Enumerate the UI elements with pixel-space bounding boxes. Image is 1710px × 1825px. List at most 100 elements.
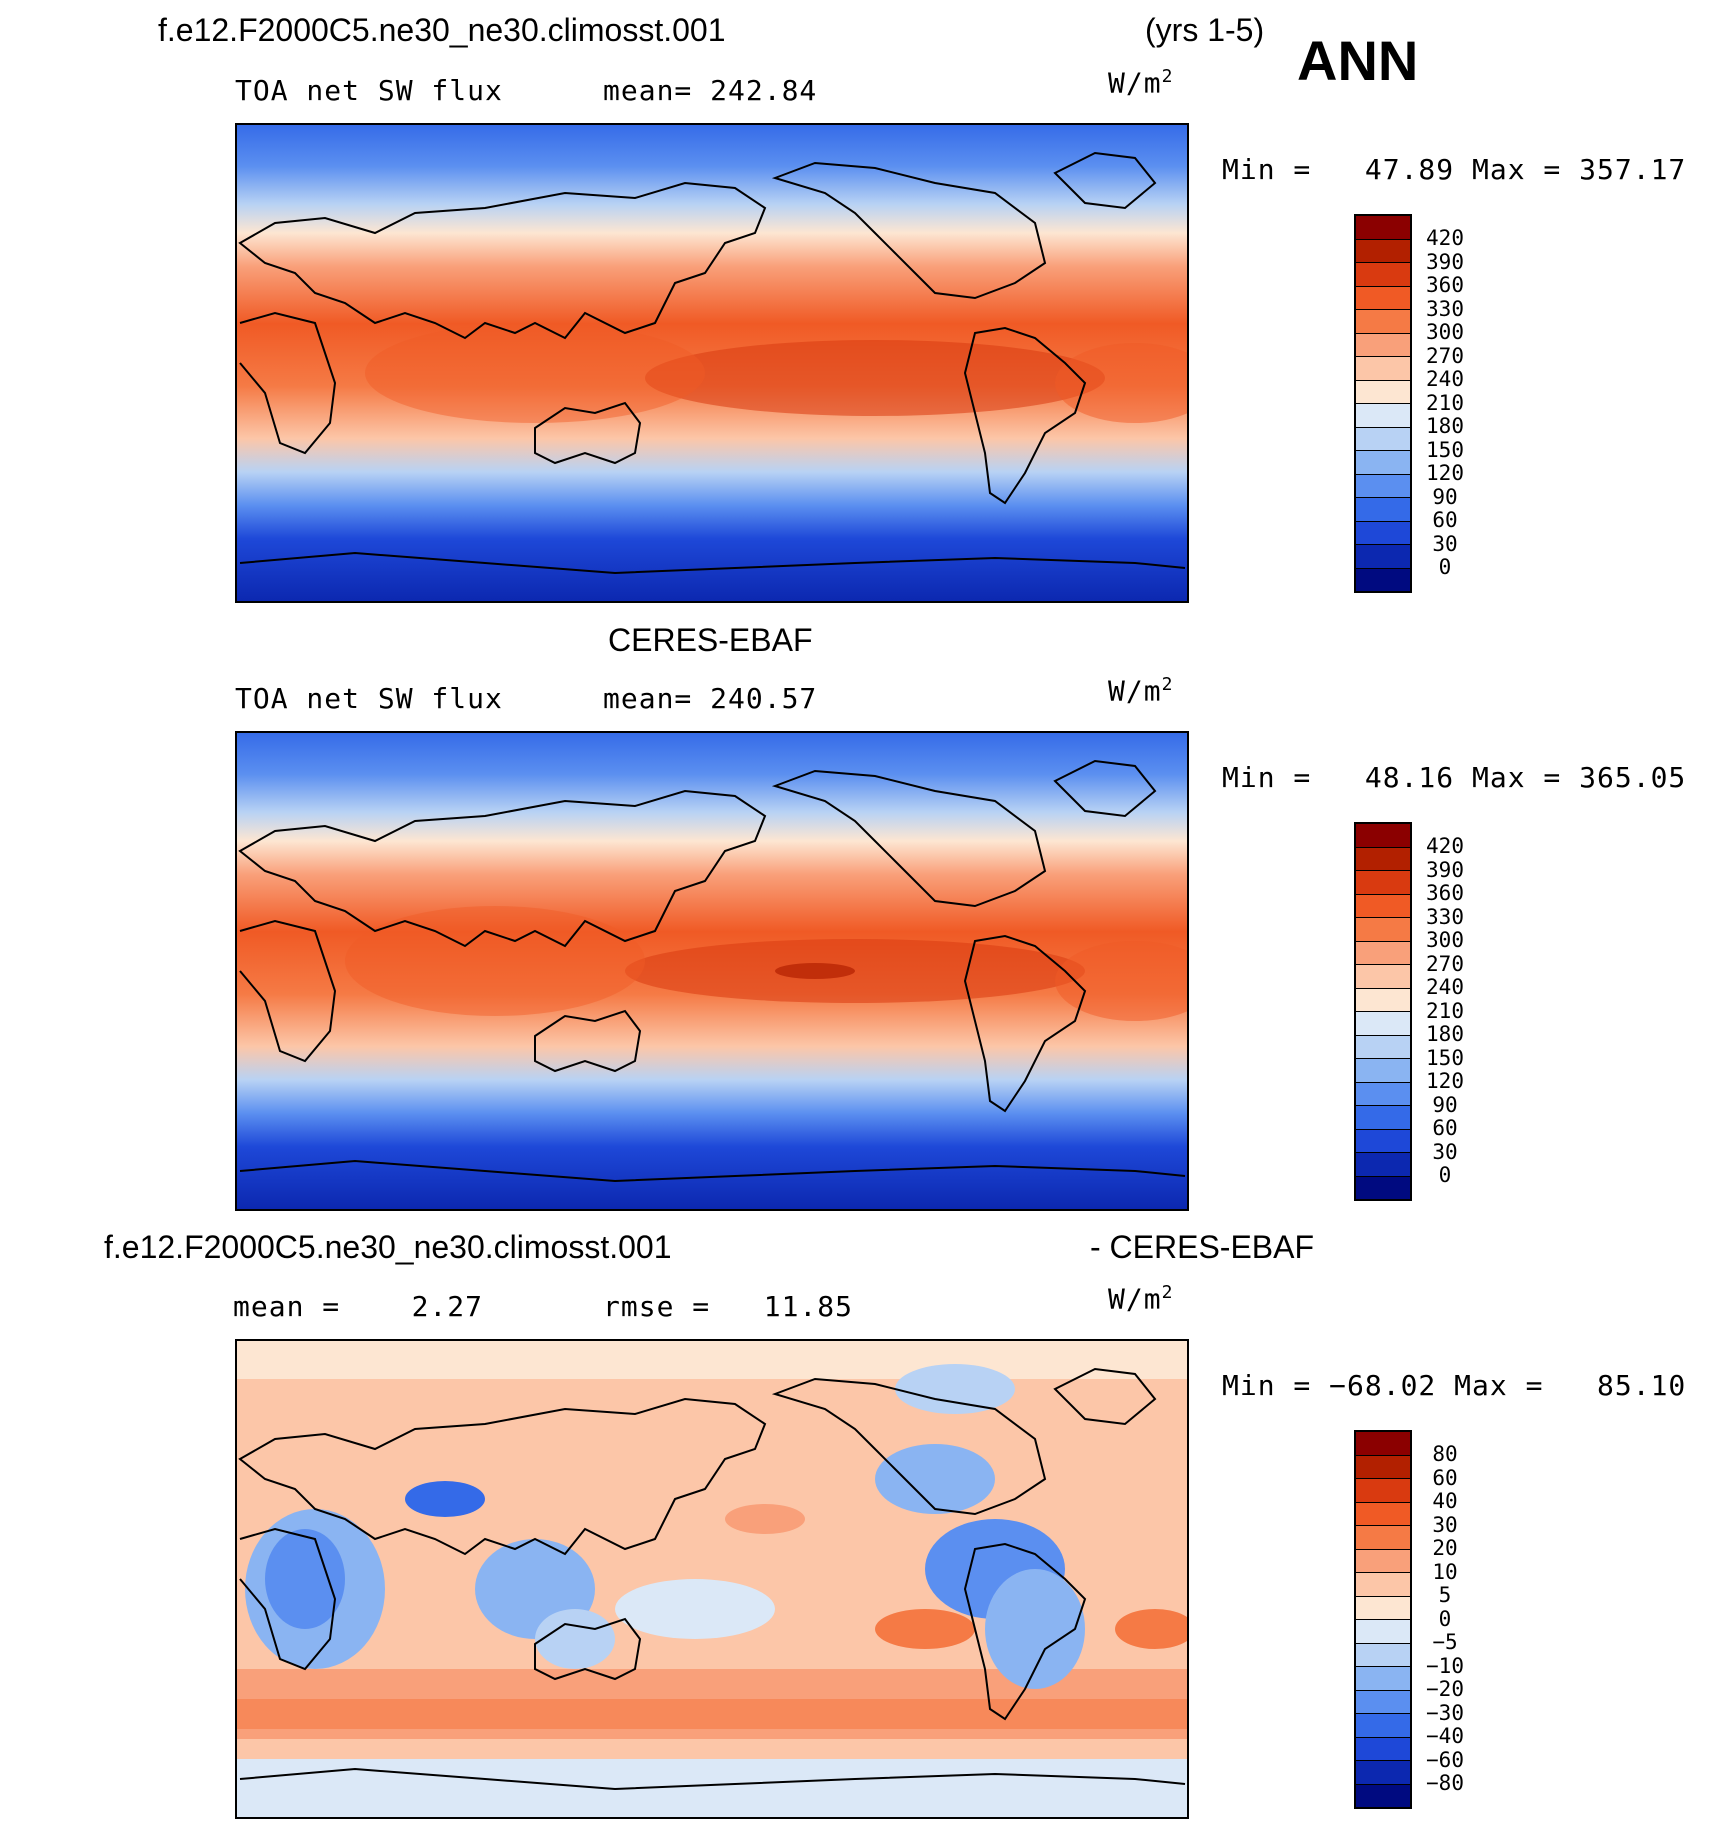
colorbar-tick-label: 5 <box>1438 1583 1452 1607</box>
panel3-colorbar <box>1354 1430 1412 1809</box>
colorbar-tick-label: −5 <box>1432 1630 1458 1654</box>
panel3-rmse: rmse = 11.85 <box>603 1290 854 1323</box>
panel2-variable: TOA net SW flux <box>235 682 503 715</box>
colorbar-swatch <box>1354 1176 1412 1201</box>
colorbar-tick-label: 360 <box>1426 273 1464 297</box>
colorbar-tick-label: 270 <box>1426 951 1464 976</box>
colorbar-swatch <box>1354 871 1412 895</box>
panel3-title-left: f.e12.F2000C5.ne30_ne30.climosst.001 <box>104 1229 672 1265</box>
colorbar-tick-label: 240 <box>1426 975 1464 999</box>
panel2-map <box>235 731 1187 1209</box>
colorbar-swatch <box>1354 1129 1412 1153</box>
colorbar-tick-label: 270 <box>1426 343 1464 368</box>
panel3-units: W/m2 <box>1108 1282 1174 1316</box>
colorbar-swatch <box>1354 521 1412 545</box>
colorbar-tick-label: 30 <box>1432 531 1458 556</box>
colorbar-tick-label: −80 <box>1426 1771 1464 1795</box>
panel2-units: W/m2 <box>1108 674 1174 708</box>
colorbar-tick-label: 210 <box>1426 998 1464 1023</box>
colorbar-swatch <box>1354 1153 1412 1177</box>
colorbar-swatch <box>1354 941 1412 965</box>
colorbar-tick-label: 60 <box>1432 1465 1458 1490</box>
colorbar-swatch <box>1354 1573 1412 1597</box>
panel1-variable: TOA net SW flux <box>235 74 503 107</box>
colorbar-tick-label: 90 <box>1432 484 1458 509</box>
colorbar-swatch <box>1354 1012 1412 1036</box>
colorbar-swatch <box>1354 1479 1412 1503</box>
colorbar-tick-label: 60 <box>1432 508 1458 532</box>
colorbar-tick-label: 0 <box>1438 1606 1452 1631</box>
colorbar-swatch <box>1354 333 1412 357</box>
colorbar-swatch <box>1354 1526 1412 1550</box>
colorbar-tick-label: 150 <box>1426 437 1464 462</box>
season-label: ANN <box>1297 29 1419 92</box>
panel1-colorbar-ticks: 420 390 360 330 300 270 240 210 180 150 120 90 60 30 0 <box>1420 226 1470 580</box>
colorbar-swatch <box>1354 1643 1412 1667</box>
colorbar-tick-label: −40 <box>1426 1724 1464 1748</box>
colorbar-tick-label: 180 <box>1426 1022 1464 1046</box>
colorbar-swatch <box>1354 357 1412 381</box>
colorbar-tick-label: −60 <box>1426 1747 1464 1772</box>
colorbar-tick-label: 0 <box>1438 555 1452 579</box>
colorbar-tick-label: 330 <box>1426 904 1464 929</box>
panel3-minmax: Min = −68.02 Max = 85.10 <box>1222 1369 1687 1402</box>
colorbar-swatch <box>1354 1502 1412 1526</box>
colorbar-swatch <box>1354 1549 1412 1573</box>
colorbar-swatch <box>1354 239 1412 263</box>
colorbar-tick-label: 300 <box>1426 320 1464 344</box>
colorbar-swatch <box>1354 568 1412 593</box>
colorbar-swatch <box>1354 451 1412 475</box>
colorbar-tick-label: 20 <box>1432 1536 1458 1560</box>
colorbar-tick-label: 10 <box>1432 1559 1458 1584</box>
colorbar-swatch <box>1354 1082 1412 1106</box>
colorbar-tick-label: 180 <box>1426 414 1464 438</box>
colorbar-tick-label: 0 <box>1438 1163 1452 1187</box>
colorbar-swatch <box>1354 1455 1412 1479</box>
colorbar-swatch <box>1354 1737 1412 1761</box>
colorbar-tick-label: 210 <box>1426 390 1464 415</box>
colorbar-swatch <box>1354 1035 1412 1059</box>
colorbar-tick-label: 30 <box>1432 1512 1458 1537</box>
colorbar-swatch <box>1354 310 1412 334</box>
colorbar-swatch <box>1354 1430 1412 1456</box>
colorbar-swatch <box>1354 286 1412 310</box>
colorbar-swatch <box>1354 1620 1412 1644</box>
colorbar-tick-label: 300 <box>1426 928 1464 952</box>
colorbar-swatch <box>1354 545 1412 569</box>
colorbar-swatch <box>1354 822 1412 848</box>
colorbar-tick-label: 150 <box>1426 1045 1464 1070</box>
colorbar-swatch <box>1354 1714 1412 1738</box>
colorbar-tick-label: 120 <box>1426 461 1464 485</box>
colorbar-tick-label: 240 <box>1426 367 1464 391</box>
panel2-minmax: Min = 48.16 Max = 365.05 <box>1222 761 1687 794</box>
case-title: f.e12.F2000C5.ne30_ne30.climosst.001 <box>158 12 726 48</box>
colorbar-tick-label: 420 <box>1426 834 1464 858</box>
colorbar-tick-label: −20 <box>1426 1677 1464 1701</box>
colorbar-swatch <box>1354 894 1412 918</box>
colorbar-swatch <box>1354 380 1412 404</box>
panel1-units: W/m2 <box>1108 66 1174 100</box>
panel1-minmax: Min = 47.89 Max = 357.17 <box>1222 153 1687 186</box>
colorbar-swatch <box>1354 1596 1412 1620</box>
colorbar-tick-label: 80 <box>1432 1442 1458 1466</box>
colorbar-swatch <box>1354 1059 1412 1083</box>
panel1-colorbar <box>1354 214 1412 593</box>
colorbar-tick-label: 360 <box>1426 881 1464 905</box>
colorbar-tick-label: −10 <box>1426 1653 1464 1678</box>
colorbar-swatch <box>1354 1690 1412 1714</box>
colorbar-swatch <box>1354 847 1412 871</box>
colorbar-swatch <box>1354 404 1412 428</box>
panel3-map <box>235 1339 1187 1817</box>
panel3-colorbar-ticks: 80 60 40 30 20 10 5 0 −5 −10 −20 −30 −40 −60 −80 <box>1420 1442 1470 1796</box>
colorbar-tick-label: 60 <box>1432 1116 1458 1140</box>
colorbar-swatch <box>1354 988 1412 1012</box>
panel2-colorbar-ticks: 420 390 360 330 300 270 240 210 180 150 120 90 60 30 0 <box>1420 834 1470 1188</box>
panel1-map <box>235 123 1187 601</box>
panel3-title-right: - CERES-EBAF <box>1090 1229 1315 1265</box>
colorbar-tick-label: 420 <box>1426 226 1464 250</box>
colorbar-swatch <box>1354 1761 1412 1785</box>
colorbar-swatch <box>1354 1106 1412 1130</box>
colorbar-swatch <box>1354 474 1412 498</box>
colorbar-swatch <box>1354 214 1412 240</box>
colorbar-tick-label: 120 <box>1426 1069 1464 1093</box>
